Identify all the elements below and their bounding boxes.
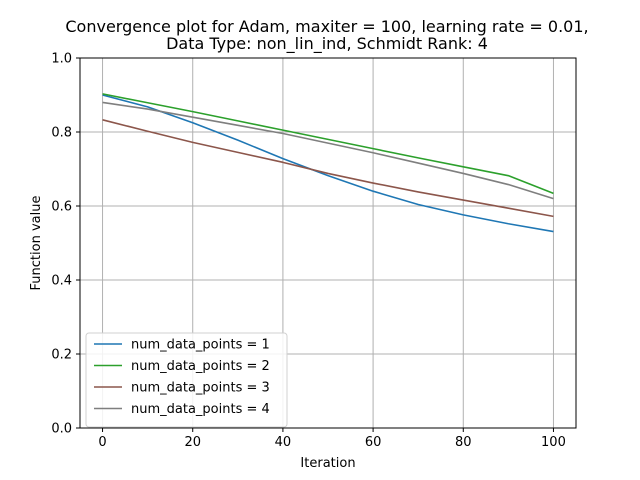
x-axis-label: Iteration [300, 456, 355, 471]
legend-label: num_data_points = 2 [131, 359, 270, 374]
plot-area [79, 57, 577, 429]
chart-title-line1: Convergence plot for Adam, maxiter = 100… [65, 17, 588, 36]
y-axis-label: Function value [29, 196, 44, 291]
y-tick-label: 1.0 [51, 52, 72, 67]
legend-label: num_data_points = 1 [131, 338, 270, 353]
y-tick-label: 0.0 [51, 422, 72, 437]
axis-ticks: 0 20 40 60 80 100 0.0 0.2 0.4 0.6 0.8 1.0 [51, 52, 566, 451]
legend-label: num_data_points = 4 [131, 402, 270, 417]
x-tick-label: 100 [541, 435, 566, 450]
series-lines [102, 93, 554, 233]
series-line-2 [102, 93, 554, 195]
y-tick-label: 0.6 [51, 200, 72, 215]
x-tick-label: 0 [98, 435, 106, 450]
y-tick-label: 0.4 [51, 274, 72, 289]
chart-title-line2: Data Type: non_lin_ind, Schmidt Rank: 4 [166, 34, 488, 54]
series-line-1 [102, 94, 554, 233]
legend: num_data_points = 1 num_data_points = 2 nu… [85, 332, 288, 428]
legend-box [85, 332, 288, 428]
series-line-4 [102, 101, 554, 200]
x-tick-label: 80 [455, 435, 472, 450]
x-tick-label: 40 [275, 435, 292, 450]
x-tick-label: 60 [365, 435, 382, 450]
series-line-3 [102, 119, 554, 218]
y-tick-label: 0.8 [51, 126, 72, 141]
x-tick-label: 20 [184, 435, 201, 450]
y-tick-label: 0.2 [51, 348, 72, 363]
legend-label: num_data_points = 3 [131, 381, 270, 396]
